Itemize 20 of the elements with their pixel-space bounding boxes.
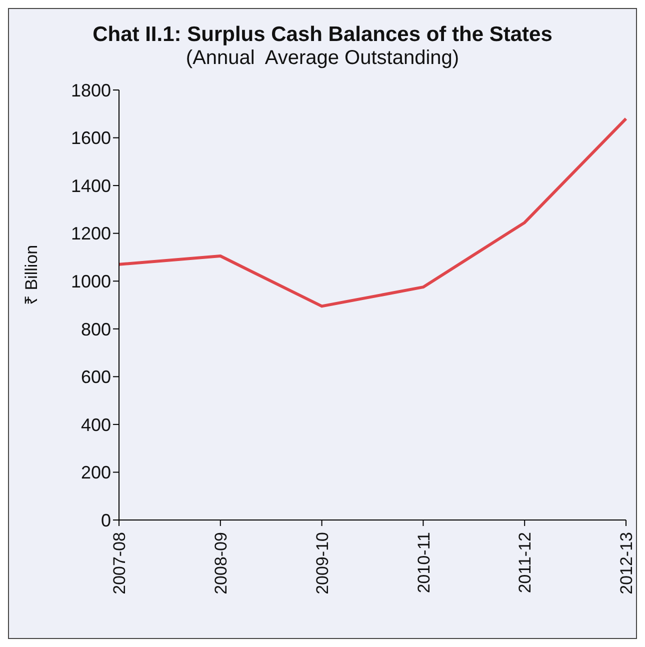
chart-subtitle: (Annual Average Outstanding) bbox=[184, 47, 460, 70]
x-tick-label: 2010-11 bbox=[414, 532, 434, 594]
x-tick-label: 2007-08 bbox=[110, 532, 130, 594]
y-tick-label: 0 bbox=[100, 510, 111, 530]
x-tick-label: 2011-12 bbox=[516, 532, 535, 594]
y-tick-label: 1400 bbox=[70, 176, 111, 196]
y-tick-label: 200 bbox=[80, 462, 111, 483]
y-tick-label: 1800 bbox=[70, 80, 111, 100]
y-axis-title: ₹ Billion bbox=[22, 244, 42, 305]
x-tick-label: 2009-10 bbox=[312, 532, 332, 594]
x-tick-label: 2008-09 bbox=[211, 532, 230, 594]
line-series bbox=[118, 117, 628, 308]
y-tick-label: 400 bbox=[80, 414, 111, 435]
y-tick-label: 1000 bbox=[70, 272, 111, 292]
y-tick-label: 1600 bbox=[70, 128, 111, 148]
y-tick-label: 800 bbox=[80, 319, 111, 340]
x-tick-label: 2012-13 bbox=[617, 532, 636, 594]
y-tick-label: 600 bbox=[80, 367, 111, 388]
y-tick-label: 1200 bbox=[70, 224, 111, 244]
chart-title: Chat II.1: Surplus Cash Balances of the States bbox=[92, 23, 554, 47]
